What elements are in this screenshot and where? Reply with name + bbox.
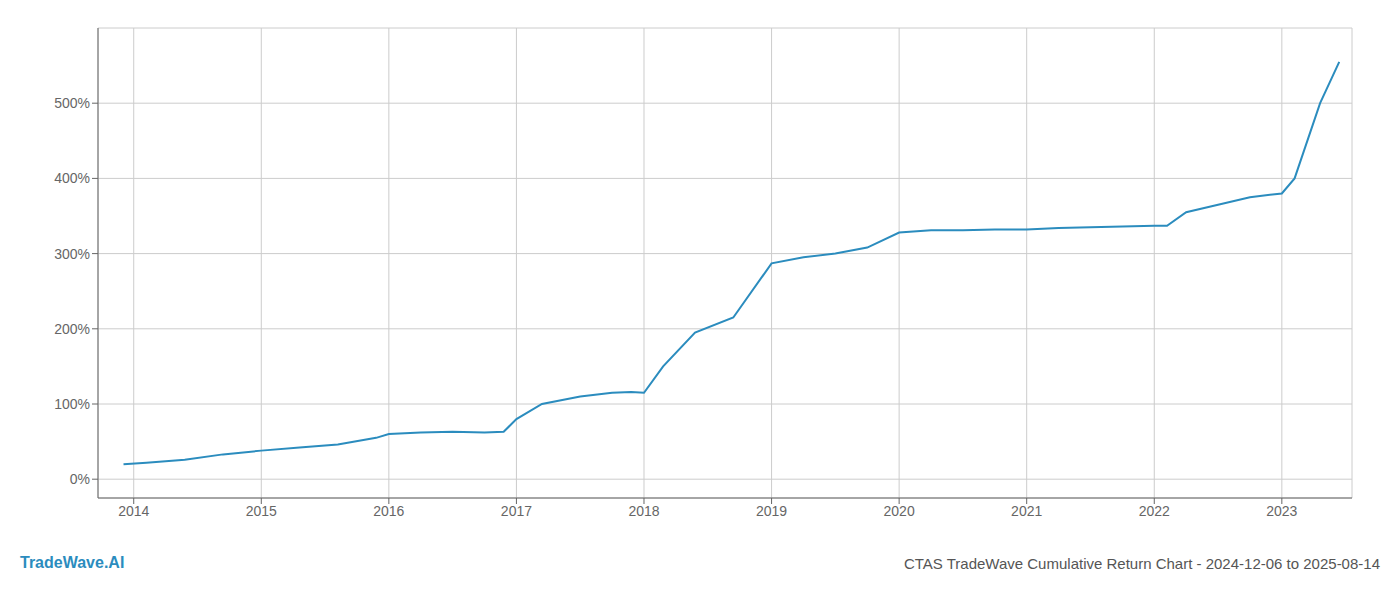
html-text:CTAS TradeWave Cumulative Retu: CTAS TradeWave Cumulative Return Chart -…	[903, 555, 1380, 572]
svg-text:2023: 2023	[1266, 503, 1297, 519]
svg-text:300%: 300%	[54, 246, 90, 262]
svg-text:100%: 100%	[54, 396, 90, 412]
svg-text:2019: 2019	[756, 503, 787, 519]
svg-text:400%: 400%	[54, 170, 90, 186]
svg-text:200%: 200%	[54, 321, 90, 337]
svg-text:2015: 2015	[246, 503, 277, 519]
svg-text:500%: 500%	[54, 95, 90, 111]
svg-text:2018: 2018	[628, 503, 659, 519]
svg-text:2016: 2016	[373, 503, 404, 519]
svg-text:2017: 2017	[501, 503, 532, 519]
svg-text:2014: 2014	[118, 503, 149, 519]
svg-text:2020: 2020	[884, 503, 915, 519]
svg-text:2021: 2021	[1011, 503, 1042, 519]
html-text:TradeWave.AI: TradeWave.AI	[20, 554, 125, 571]
svg-text:0%: 0%	[70, 471, 90, 487]
svg-text:2022: 2022	[1139, 503, 1170, 519]
